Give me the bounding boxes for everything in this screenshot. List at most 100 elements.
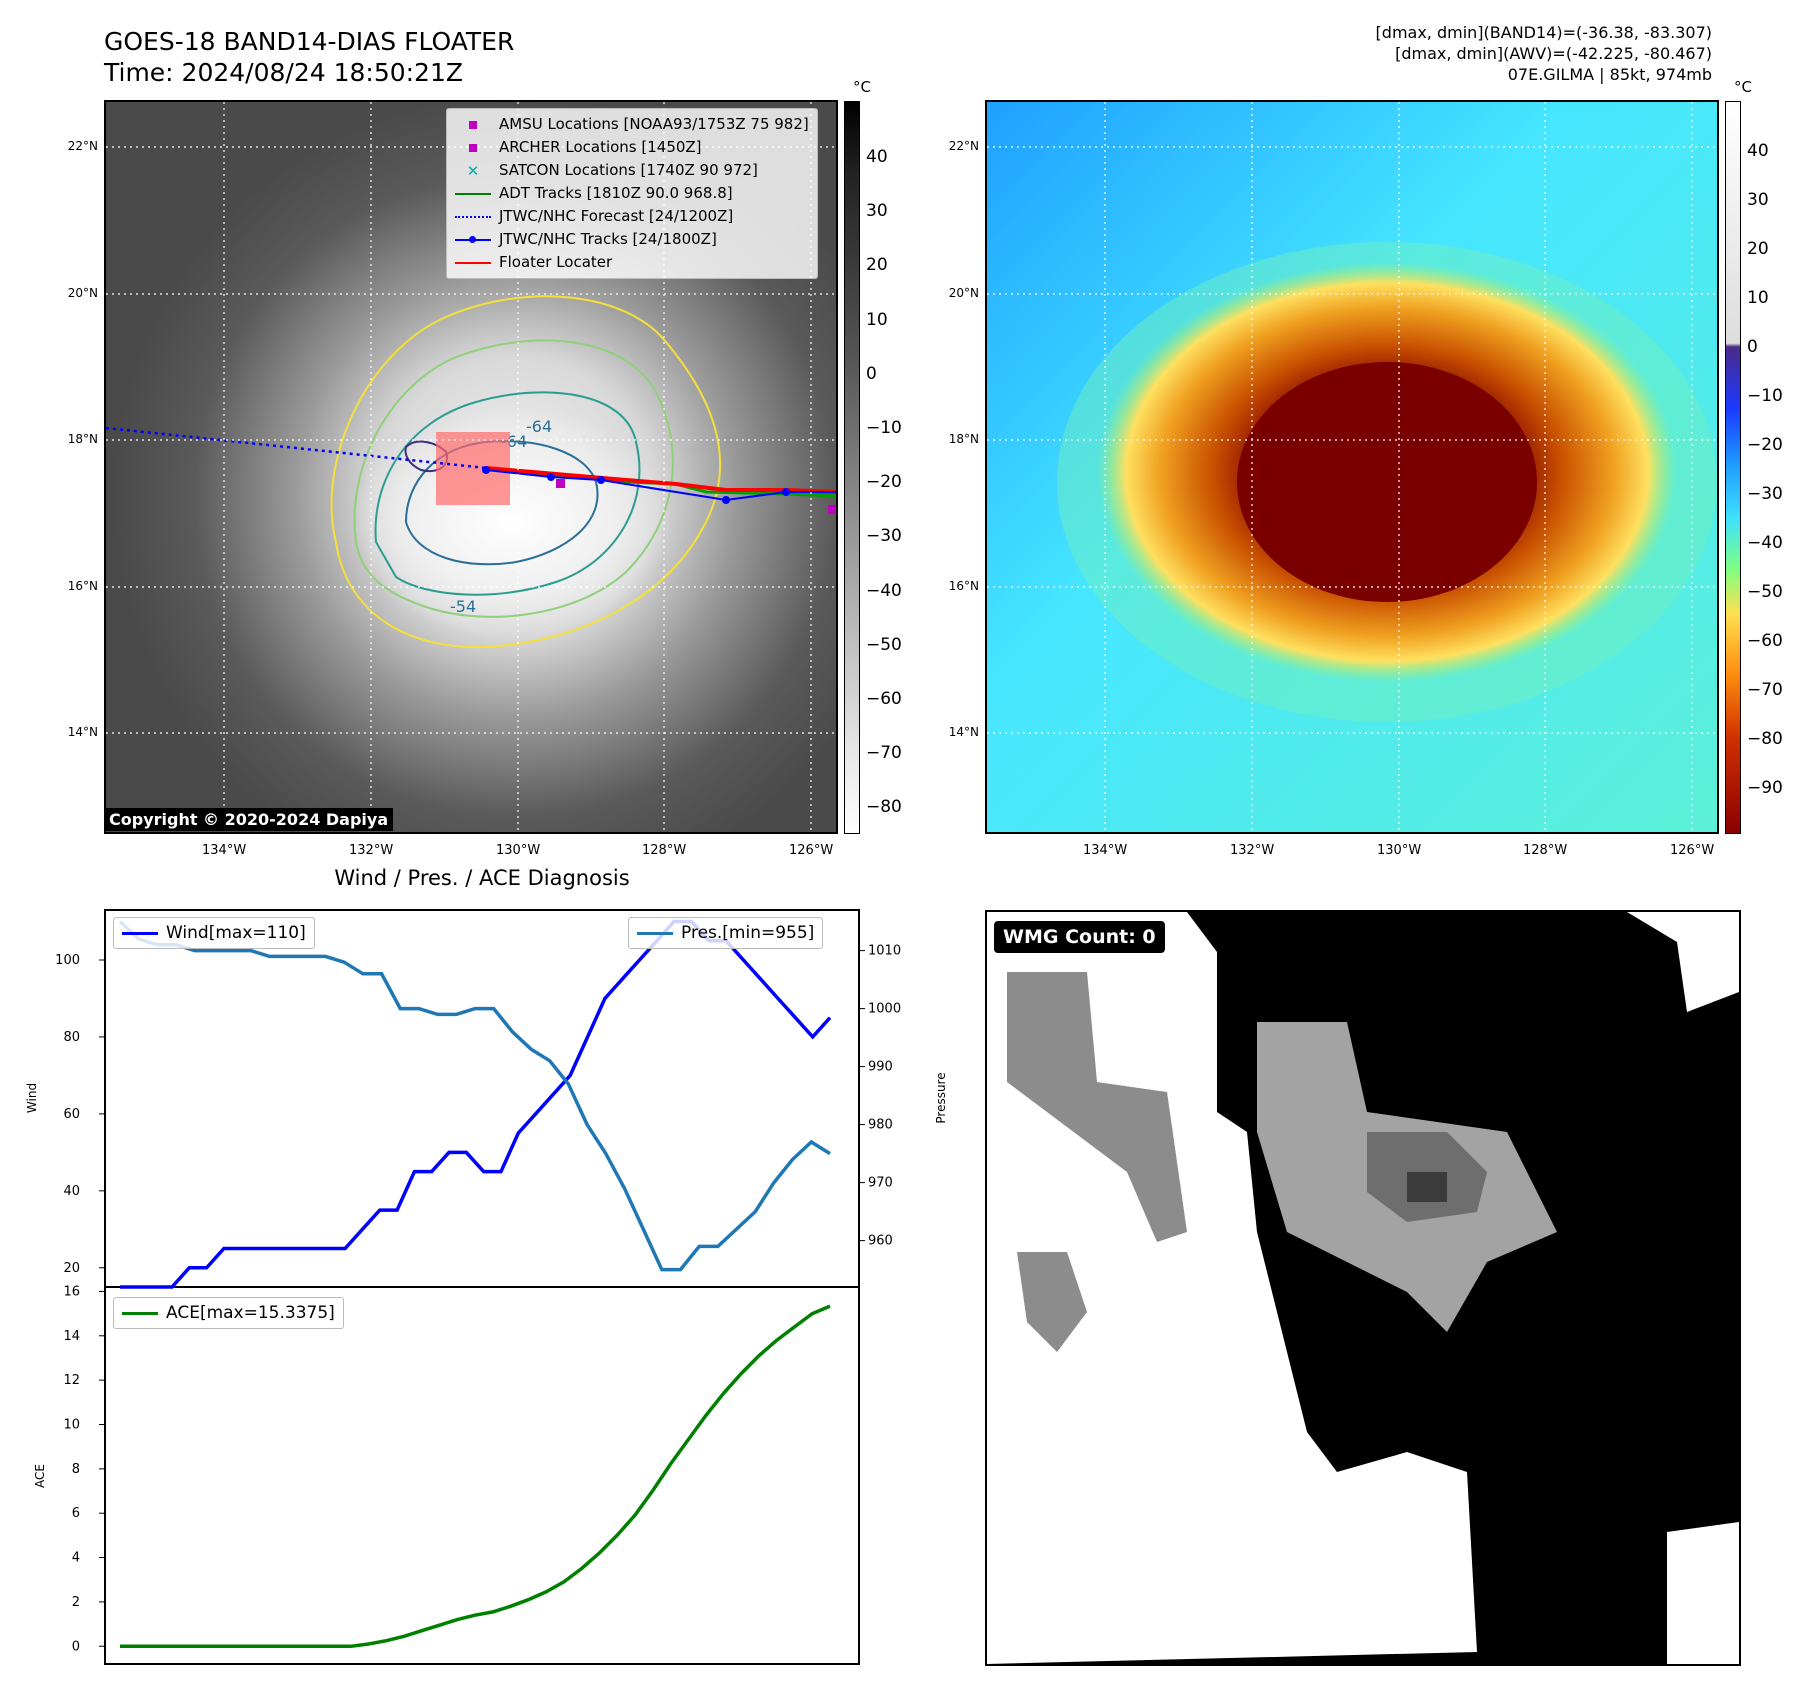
- line-icon: [122, 1305, 158, 1321]
- y-tick-label: 14: [63, 1329, 80, 1344]
- colorbar-tick: −80: [1747, 729, 1783, 749]
- map-legend: AMSU Locations [NOAA93/1753Z 75 982] ARC…: [446, 108, 818, 279]
- lat-label: 18°N: [67, 432, 98, 446]
- colorbar-tick: −30: [866, 526, 902, 546]
- figure-title: GOES-18 BAND14-DIAS FLOATER Time: 2024/0…: [104, 26, 514, 88]
- legend-item-adt: ADT Tracks [1810Z 90.0 968.8]: [455, 182, 809, 205]
- wmg-panel: [985, 910, 1741, 1666]
- colorbar-tick: 0: [1747, 337, 1758, 357]
- ir-colorbar-unit: °C: [853, 78, 871, 96]
- awv-map-panel: [985, 100, 1719, 834]
- colorbar-tick: −80: [866, 797, 902, 817]
- lon-label: 130°W: [496, 843, 541, 858]
- dotted-line-icon: [455, 209, 491, 225]
- wmg-count-label: WMG Count: 0: [994, 921, 1165, 953]
- lat-label: 16°N: [948, 579, 979, 593]
- contour-label: -54: [450, 597, 476, 616]
- lon-label: 126°W: [789, 843, 834, 858]
- colorbar-tick: 20: [1747, 239, 1769, 259]
- line-icon: [455, 255, 491, 271]
- y-tick-label: 1010: [868, 944, 901, 959]
- lat-label: 14°N: [67, 725, 98, 739]
- colorbar-tick: 0: [866, 364, 877, 384]
- wind-pres-axes: [104, 909, 860, 1288]
- awv-gridlines: [987, 102, 1717, 832]
- legend-item-satcon: ✕ SATCON Locations [1740Z 90 972]: [455, 159, 809, 182]
- stats-line-1: [dmax, dmin](BAND14)=(-36.38, -83.307): [1375, 23, 1712, 42]
- amsu-marker: [556, 479, 565, 488]
- legend-item-floater: Floater Locater: [455, 251, 809, 274]
- pressure-axis-label: Pressure: [934, 1072, 948, 1123]
- y-tick-label: 1000: [868, 1002, 901, 1017]
- forecast-track: [106, 426, 487, 470]
- lon-label: 134°W: [202, 843, 247, 858]
- y-tick-label: 40: [63, 1184, 80, 1199]
- y-tick-label: 20: [63, 1261, 80, 1276]
- line-icon: [122, 925, 158, 941]
- colorbar-tick: 30: [1747, 190, 1769, 210]
- stats-line-2: [dmax, dmin](AWV)=(-42.225, -80.467): [1395, 44, 1712, 63]
- lon-label: 134°W: [1083, 843, 1128, 858]
- y-tick-label: 2: [72, 1595, 80, 1610]
- legend-item-amsu: AMSU Locations [NOAA93/1753Z 75 982]: [455, 113, 809, 136]
- y-tick-label: 12: [63, 1373, 80, 1388]
- y-tick-label: 8: [72, 1462, 80, 1477]
- pressure-y-ticks: 960 970 980 990 1000 1010: [859, 944, 901, 1249]
- y-tick-label: 16: [63, 1284, 80, 1299]
- archer-marker: [828, 505, 836, 514]
- wind-series-line: [120, 919, 832, 1289]
- colorbar-tick: −20: [1747, 435, 1783, 455]
- lon-label: 126°W: [1670, 843, 1715, 858]
- colorbar-tick: −10: [866, 418, 902, 438]
- awv-colorbar: [1725, 101, 1741, 834]
- awv-map-image: [987, 102, 1717, 832]
- y-tick-label: 60: [63, 1107, 80, 1122]
- ace-series-line: [120, 1304, 831, 1649]
- contour-label: -64: [526, 417, 552, 436]
- colorbar-tick: −50: [866, 635, 902, 655]
- y-tick-label: 6: [72, 1506, 80, 1521]
- colorbar-tick: −90: [1747, 778, 1783, 798]
- lat-label: 22°N: [67, 139, 98, 153]
- y-tick-label: 100: [55, 953, 80, 968]
- colorbar-tick: 30: [866, 201, 888, 221]
- lat-label: 22°N: [948, 139, 979, 153]
- jtwc-track: [485, 469, 836, 502]
- colorbar-tick: −40: [866, 581, 902, 601]
- lat-label: 16°N: [67, 579, 98, 593]
- pressure-series-line: [118, 920, 831, 1272]
- colorbar-tick: 10: [866, 310, 888, 330]
- colorbar-tick: −50: [1747, 582, 1783, 602]
- pres-legend: Pres.[min=955]: [628, 917, 824, 949]
- ace-y-ticks: 0 2 4 6 8 10 12 14 16: [63, 1284, 105, 1654]
- colorbar-tick: 40: [866, 147, 888, 167]
- y-tick-label: 960: [868, 1234, 893, 1249]
- ir-colorbar: [844, 101, 860, 834]
- colorbar-tick: −60: [1747, 631, 1783, 651]
- lon-label: 128°W: [1523, 843, 1568, 858]
- awv-colorbar-unit: °C: [1734, 78, 1752, 96]
- title-line-1: GOES-18 BAND14-DIAS FLOATER: [104, 27, 515, 56]
- diagnosis-title: Wind / Pres. / ACE Diagnosis: [334, 866, 630, 890]
- diagnosis-chart: 20 40 60 80 100 960 970 980 990 1000 1010 0 2 4 6 8 10…: [25, 909, 948, 1665]
- y-tick-label: 4: [72, 1551, 80, 1566]
- lat-label: 20°N: [67, 286, 98, 300]
- ace-legend: ACE[max=15.3375]: [113, 1297, 344, 1329]
- lat-label: 20°N: [948, 286, 979, 300]
- colorbar-tick: 40: [1747, 141, 1769, 161]
- colorbar-tick: −60: [866, 689, 902, 709]
- lon-label: 128°W: [642, 843, 687, 858]
- lat-label: 18°N: [948, 432, 979, 446]
- lat-label: 14°N: [948, 725, 979, 739]
- y-tick-label: 970: [868, 1176, 893, 1191]
- stats-block: [dmax, dmin](BAND14)=(-36.38, -83.307) […: [1376, 22, 1712, 85]
- y-tick-label: 80: [63, 1030, 80, 1045]
- title-line-2: Time: 2024/08/24 18:50:21Z: [104, 58, 463, 87]
- wmg-image: [987, 912, 1739, 1664]
- lon-label: 130°W: [1377, 843, 1422, 858]
- y-tick-label: 990: [868, 1060, 893, 1075]
- ace-axis-label: ACE: [33, 1464, 47, 1488]
- awv-lat-labels: 22°N 20°N 18°N 16°N 14°N: [939, 100, 983, 834]
- legend-item-jtwc: JTWC/NHC Tracks [24/1800Z]: [455, 228, 809, 251]
- lon-label: 132°W: [1230, 843, 1275, 858]
